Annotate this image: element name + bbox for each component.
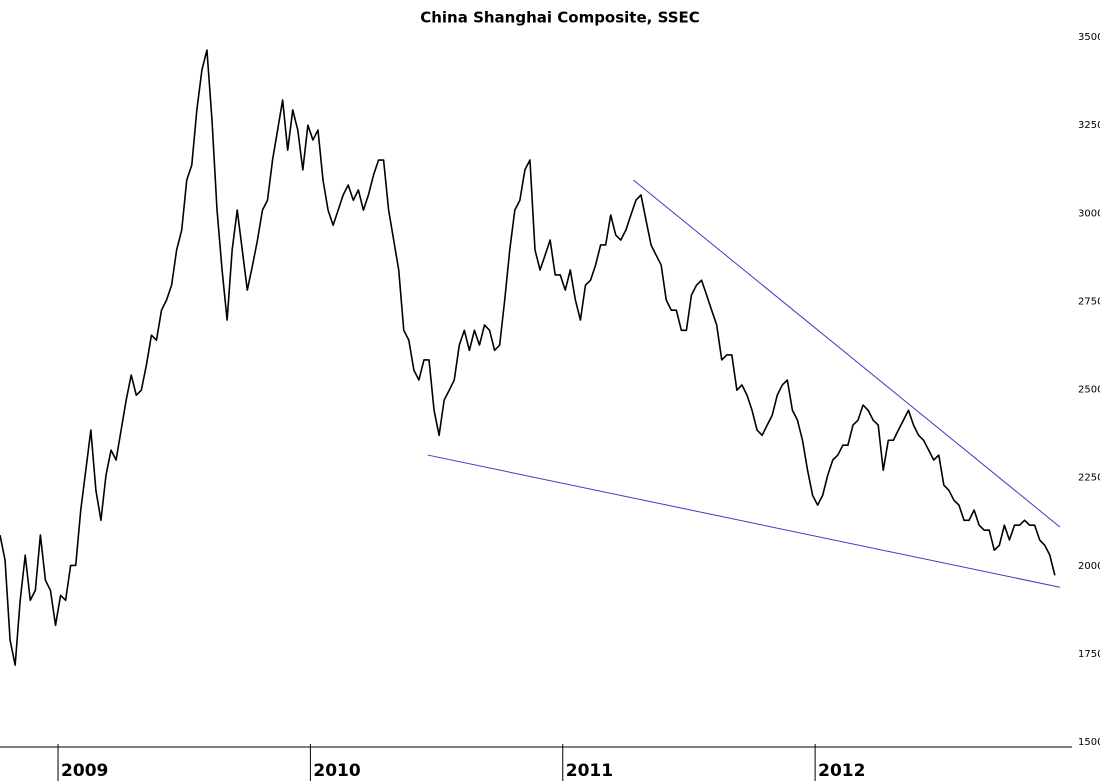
y-tick-label: 2000 xyxy=(1078,561,1100,572)
trend-line xyxy=(427,454,1061,588)
price-line xyxy=(0,49,1056,666)
y-tick-label: 3000 xyxy=(1078,208,1100,219)
trend-line xyxy=(633,179,1061,528)
y-tick-label: 3500 xyxy=(1078,32,1100,43)
x-tick-label: 2009 xyxy=(61,761,108,781)
x-tick-label: 2010 xyxy=(313,761,360,781)
y-tick-label: 3250 xyxy=(1078,120,1100,131)
y-tick-label: 2500 xyxy=(1078,385,1100,396)
y-tick-label: 2750 xyxy=(1078,296,1100,307)
x-tick-label: 2011 xyxy=(566,761,613,781)
x-tick-label: 2012 xyxy=(818,761,865,781)
y-tick-label: 1750 xyxy=(1078,649,1100,660)
chart-title: China Shanghai Composite, SSEC xyxy=(420,9,700,27)
y-tick-label: 2250 xyxy=(1078,473,1100,484)
y-tick-label: 1500 xyxy=(1078,737,1100,748)
